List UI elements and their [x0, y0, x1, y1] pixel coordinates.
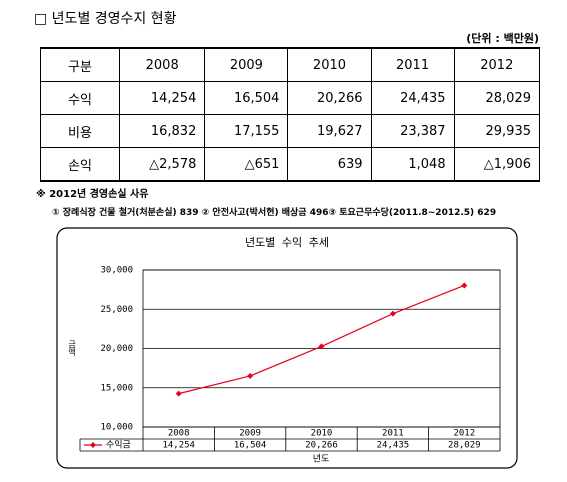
value-label: 28,029	[448, 441, 481, 451]
cell: 1,048	[370, 147, 455, 182]
y-tick-label: 20,000	[100, 344, 133, 354]
x-tick-label: 2008	[168, 429, 190, 439]
x-tick-label: 2012	[453, 429, 475, 439]
x-tick-label: 2011	[382, 429, 404, 439]
unit: (단위 : 백만원)	[466, 32, 539, 45]
title: □ 년도별 경영수지 현황	[34, 11, 177, 27]
cell: 639	[287, 147, 372, 182]
y-axis-label: 금액	[68, 340, 77, 357]
marker	[389, 310, 396, 317]
table-row: 비용 16,832 17,155 19,627 23,387 29,935	[40, 114, 541, 148]
cell: 23,387	[370, 114, 455, 148]
header-cell: 구분	[40, 47, 120, 82]
marker	[461, 282, 468, 289]
note-text: ① 장례식장 건물 철거(처분손실) 839 ② 안전사고(박서현) 배상금 4…	[52, 208, 497, 218]
y-tick-label: 25,000	[100, 305, 133, 315]
x-axis-label: 년도	[313, 454, 330, 465]
cell: 20,266	[287, 81, 372, 115]
legend-marker	[90, 442, 96, 448]
value-label: 20,266	[305, 441, 338, 451]
table-row: 구분 2008 2009 2010 2011 2012	[40, 47, 541, 82]
y-tick-label: 15,000	[100, 383, 133, 393]
table-row: 손익 △2,578 △651 639 1,048 △1,906	[40, 147, 541, 182]
chart-title: 년도별 수익 추세	[245, 236, 329, 249]
table: 구분 2008 2009 2010 2011 2012 수익 14,254 16,504 20,2…	[40, 47, 541, 182]
cell: 29,935	[453, 114, 541, 148]
y-tick-label: 30,000	[100, 266, 133, 276]
header-cell: 2012	[453, 47, 541, 82]
header-cell: 2011	[370, 47, 455, 82]
cell: 수익	[40, 81, 120, 115]
cell: △2,578	[118, 147, 206, 182]
note-title: ※ 2012년 경영손실 사유	[36, 189, 149, 200]
marker	[175, 390, 182, 397]
cell: △651	[204, 147, 289, 182]
value-label: 14,254	[162, 441, 195, 451]
y-tick-label: 10,000	[100, 423, 133, 433]
header-cell: 2009	[204, 47, 289, 82]
cell: 손익	[40, 147, 120, 182]
cell: 14,254	[118, 81, 206, 115]
x-tick-label: 2010	[311, 429, 333, 439]
cell: 비용	[40, 114, 120, 148]
x-tick-label: 2009	[239, 429, 261, 439]
cell: 19,627	[287, 114, 372, 148]
marker	[247, 372, 254, 379]
marker	[318, 343, 325, 350]
value-label: 24,435	[377, 441, 410, 451]
cell: 16,832	[118, 114, 206, 148]
legend-label: 수익금	[106, 439, 131, 451]
chart-frame	[56, 227, 518, 469]
cell: 17,155	[204, 114, 289, 148]
value-label: 16,504	[234, 441, 267, 451]
cell: △1,906	[453, 147, 541, 182]
